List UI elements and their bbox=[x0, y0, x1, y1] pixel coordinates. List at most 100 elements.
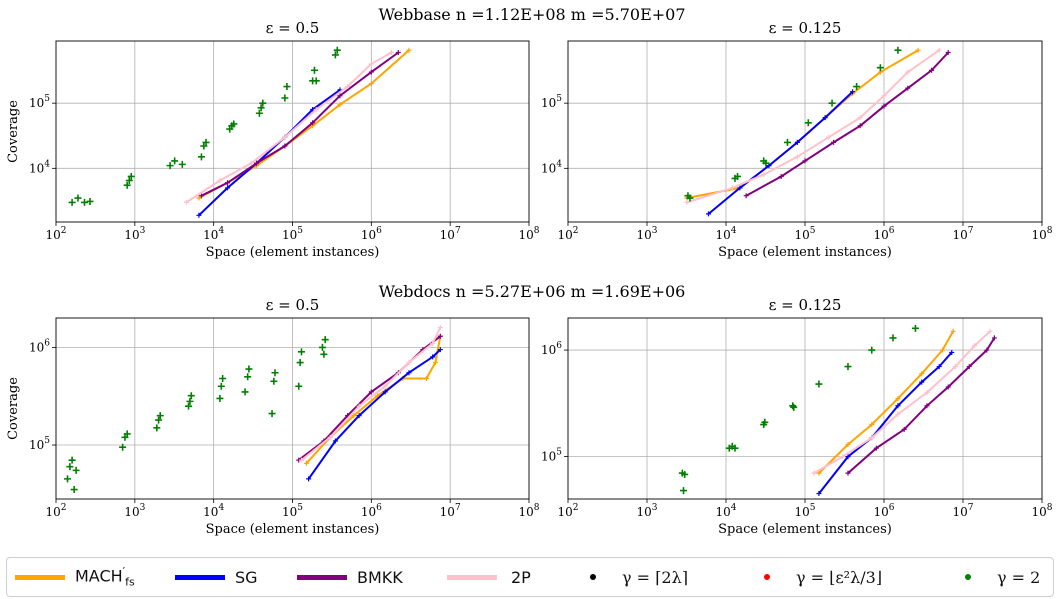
x-tick-label: 102 bbox=[557, 226, 578, 242]
data-point-sg bbox=[225, 185, 231, 191]
data-point-2p bbox=[840, 454, 846, 460]
panel-title: ε = 0.5 bbox=[266, 296, 320, 314]
panel-title: ε = 0.125 bbox=[769, 19, 842, 37]
data-point-bmkk bbox=[778, 173, 784, 179]
data-point-2p bbox=[924, 389, 930, 395]
data-point-gamma-2 bbox=[310, 66, 318, 74]
x-tick-label: 103 bbox=[124, 226, 145, 242]
data-point-sg bbox=[822, 115, 828, 121]
data-point-gamma-2 bbox=[828, 99, 836, 107]
x-tick-label: 106 bbox=[873, 226, 894, 242]
legend-dot-black bbox=[590, 574, 596, 580]
x-tick-label: 107 bbox=[952, 226, 973, 242]
data-point-2p bbox=[382, 383, 388, 389]
data-point-gamma-2 bbox=[321, 336, 329, 344]
data-point-gamma-2 bbox=[178, 160, 186, 168]
data-point-bmkk bbox=[924, 403, 930, 409]
data-point-2p bbox=[345, 84, 351, 90]
chart-panel-2: 102 103 104 105 106 107 108 105 106 ε = 0.5 Space … bbox=[6, 296, 540, 537]
legend-label-sg: SG bbox=[235, 567, 258, 587]
group-title-webdocs: Webdocs n =5.27E+06 m =1.69E+06 bbox=[379, 282, 686, 301]
data-point-gamma-2 bbox=[331, 51, 339, 59]
data-point-bmkk bbox=[225, 180, 231, 186]
data-point-sg bbox=[737, 185, 743, 191]
y-tick-label: 105 bbox=[29, 436, 50, 452]
legend-label-gamma-floor: γ = ⌊ε²λ/3⌋ bbox=[796, 567, 883, 587]
data-point-2p bbox=[972, 343, 978, 349]
x-tick-label: 108 bbox=[518, 503, 539, 519]
data-point-2p bbox=[217, 178, 223, 184]
data-point-2p bbox=[869, 435, 875, 441]
legend-dot-red bbox=[764, 574, 770, 580]
x-tick-label: 102 bbox=[45, 226, 66, 242]
plot-frame bbox=[567, 317, 1043, 500]
data-point-bmkk bbox=[945, 384, 951, 390]
data-point-sg bbox=[382, 389, 388, 395]
x-tick-label: 106 bbox=[873, 503, 894, 519]
x-tick-label: 108 bbox=[518, 226, 539, 242]
data-point-gamma-2 bbox=[244, 373, 252, 381]
data-point-gamma-2 bbox=[216, 394, 224, 402]
data-point-sg bbox=[794, 139, 800, 145]
chart-panel-0: 102 103 104 105 106 107 108 104 105 ε = 0.5 Space … bbox=[6, 19, 540, 260]
data-point-gamma-2 bbox=[868, 346, 876, 354]
data-point-2p bbox=[282, 134, 288, 140]
data-point-gamma-2 bbox=[686, 194, 694, 202]
data-point-machfs bbox=[950, 328, 956, 334]
data-point-bmkk bbox=[831, 139, 837, 145]
x-tick-label: 104 bbox=[203, 503, 224, 519]
data-point-machfs bbox=[869, 422, 875, 428]
data-point-gamma-2 bbox=[127, 172, 135, 180]
data-point-gamma-2 bbox=[320, 350, 328, 358]
legend-swatch-sg bbox=[175, 574, 225, 580]
data-point-2p bbox=[794, 154, 800, 160]
data-point-gamma-2 bbox=[680, 487, 688, 495]
data-point-2p bbox=[811, 470, 817, 476]
legend-swatch-2p bbox=[447, 574, 497, 580]
series-line-machfs bbox=[818, 330, 954, 474]
data-point-gamma-2 bbox=[268, 410, 276, 418]
legend-item-gamma-ceil: γ = ⌈2λ⌉ bbox=[590, 558, 688, 596]
group-title-webbase: Webbase n =1.12E+08 m =5.70E+07 bbox=[378, 5, 685, 24]
legend-item-bmkk: BMKK bbox=[297, 558, 403, 596]
x-tick-label: 102 bbox=[557, 503, 578, 519]
x-tick-label: 106 bbox=[361, 503, 382, 519]
data-point-bmkk bbox=[254, 160, 260, 166]
y-tick-label: 104 bbox=[29, 159, 50, 175]
data-point-machfs bbox=[919, 371, 925, 377]
x-tick-label: 107 bbox=[440, 226, 461, 242]
data-point-2p bbox=[936, 47, 942, 53]
legend-swatch-mach bbox=[15, 574, 65, 580]
panel-title: ε = 0.5 bbox=[266, 19, 320, 37]
data-point-gamma-2 bbox=[271, 369, 279, 377]
data-point-bmkk bbox=[198, 193, 204, 199]
data-point-gamma-2 bbox=[889, 334, 897, 342]
chart-panel-3: 102 103 104 105 106 107 108 105 106 ε = 0.125 Spac… bbox=[541, 296, 1053, 537]
series-line-sg bbox=[707, 90, 854, 215]
panel-title: ε = 0.125 bbox=[769, 296, 842, 314]
x-tick-label: 107 bbox=[440, 503, 461, 519]
x-tick-label: 102 bbox=[45, 503, 66, 519]
data-point-2p bbox=[327, 434, 333, 440]
x-tick-label: 107 bbox=[952, 503, 973, 519]
data-point-sg bbox=[850, 89, 856, 95]
data-point-gamma-2 bbox=[200, 142, 208, 150]
data-point-bmkk bbox=[337, 93, 343, 99]
data-point-2p bbox=[248, 160, 254, 166]
data-point-bmkk bbox=[881, 103, 887, 109]
data-point-bmkk bbox=[743, 193, 749, 199]
data-point-gamma-2 bbox=[259, 99, 267, 107]
data-point-sg bbox=[895, 403, 901, 409]
data-point-machfs bbox=[423, 376, 429, 382]
x-tick-label: 104 bbox=[715, 226, 736, 242]
data-point-bmkk bbox=[310, 120, 316, 126]
data-point-2p bbox=[406, 360, 412, 366]
y-axis-label: Coverage bbox=[6, 100, 21, 163]
x-tick-label: 108 bbox=[1031, 226, 1052, 242]
data-point-gamma-2 bbox=[155, 416, 163, 424]
y-tick-label: 105 bbox=[29, 94, 50, 110]
data-point-gamma-2 bbox=[119, 443, 127, 451]
data-point-gamma-2 bbox=[70, 486, 78, 494]
legend-label-gamma-2: γ = 2 bbox=[997, 567, 1041, 587]
data-point-bmkk bbox=[873, 445, 879, 451]
